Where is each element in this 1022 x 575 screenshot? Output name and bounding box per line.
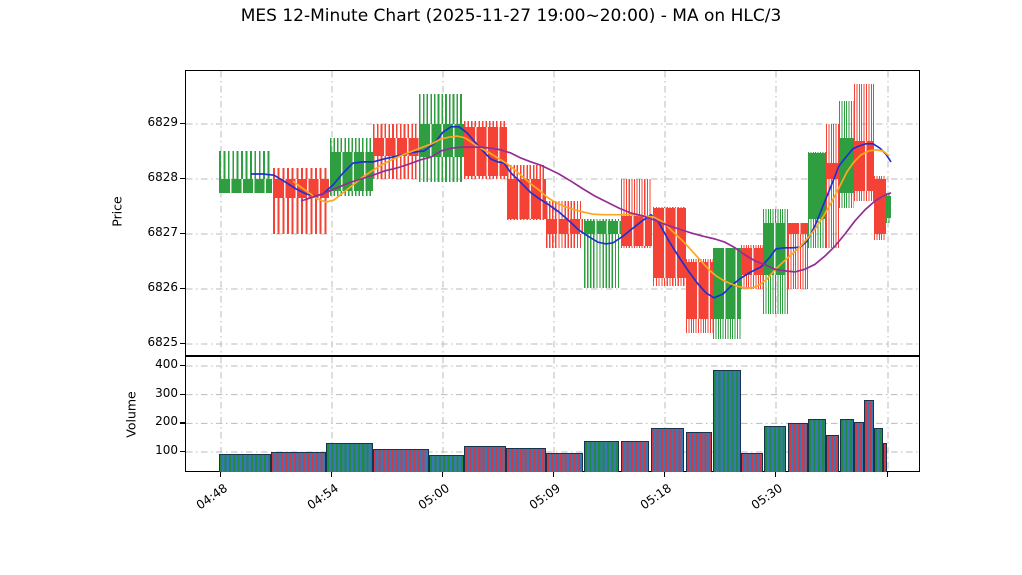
volume-bar-green <box>874 427 883 472</box>
x-tick-mark <box>664 472 666 477</box>
candle-body-up <box>713 247 741 320</box>
volume-bar-red <box>788 423 808 472</box>
x-tick-label: 04:54 <box>304 481 342 513</box>
volume-bar-red <box>686 431 712 472</box>
candle-body-down <box>546 219 583 234</box>
x-tick-mark <box>553 472 555 477</box>
volume-tick-label: 200 <box>155 414 178 429</box>
candle-body-down <box>273 179 329 199</box>
volume-bar-red <box>621 440 649 472</box>
volume-bar-green <box>429 454 464 472</box>
volume-tick-mark <box>180 364 185 367</box>
candle-body-down <box>686 261 713 320</box>
volume-tick-mark <box>180 422 185 424</box>
x-tick-label: 05:18 <box>637 481 675 513</box>
x-tick-label: 05:09 <box>526 481 564 513</box>
candle-body-down <box>653 208 686 278</box>
price-tick-mark <box>180 123 185 125</box>
volume-bar-red <box>883 443 887 472</box>
volume-tick-label: 300 <box>155 385 178 400</box>
candle-body-up <box>839 137 854 193</box>
volume-tick-mark <box>180 393 185 395</box>
x-tick-label: 05:00 <box>415 481 453 513</box>
price-tick-mark <box>180 178 185 180</box>
candle-body-down <box>464 126 507 177</box>
price-axis-label: Price <box>109 196 125 227</box>
volume-bar-red <box>651 427 684 472</box>
volume-bar-green <box>219 454 271 472</box>
candle-body-down <box>826 162 839 179</box>
volume-bar-red <box>464 446 506 472</box>
price-tick-label: 6828 <box>147 170 178 184</box>
volume-bar-red <box>506 448 546 472</box>
volume-bar-green <box>326 443 373 472</box>
candle-body-up <box>419 124 464 157</box>
volume-bar-red <box>546 453 583 472</box>
candle-body-up <box>808 153 826 220</box>
volume-bar-red <box>373 449 429 472</box>
volume-bar-red <box>741 453 763 472</box>
candle-body-up <box>330 151 373 192</box>
x-tick-label: 04:48 <box>193 481 231 513</box>
price-tick-label: 6829 <box>147 115 178 129</box>
volume-bar-red <box>826 434 839 472</box>
volume-bar-green <box>713 370 741 472</box>
candle-body-down <box>373 137 419 156</box>
candle-range-down <box>273 168 329 234</box>
chart-title: MES 12-Minute Chart (2025-11-27 19:00~20… <box>240 6 782 26</box>
candle-body-up <box>886 195 891 218</box>
candle-body-down <box>854 141 874 192</box>
x-tick-mark <box>331 472 333 477</box>
price-tick-mark <box>180 343 185 345</box>
volume-tick-label: 400 <box>155 356 178 371</box>
price-tick-mark <box>180 288 185 290</box>
price-tick-label: 6827 <box>147 225 178 239</box>
x-tick-label: 05:30 <box>748 481 786 513</box>
candle-range-down <box>826 124 839 248</box>
candle-body-up <box>763 223 788 276</box>
volume-bar-red <box>271 452 326 472</box>
candle-body-up <box>584 220 621 234</box>
volume-bar-red <box>864 400 874 472</box>
volume-bar-green <box>840 419 854 472</box>
x-tick-mark <box>775 472 777 477</box>
x-tick-mark <box>220 472 222 477</box>
price-tick-mark <box>180 233 185 235</box>
price-tick-label: 6826 <box>147 280 178 294</box>
volume-bar-green <box>584 440 619 472</box>
volume-bar-green <box>764 426 786 472</box>
candle-body-down <box>741 247 763 276</box>
candle-body-down <box>788 223 808 234</box>
volume-bar-green <box>808 419 826 472</box>
volume-tick-label: 100 <box>155 443 178 457</box>
price-panel <box>185 70 921 357</box>
volume-panel <box>185 356 921 473</box>
price-tick-label: 6825 <box>147 335 178 349</box>
x-tick-mark <box>442 472 444 477</box>
candle-body-down <box>507 179 546 220</box>
volume-bar-red <box>854 421 864 472</box>
candle-body-down <box>621 215 652 247</box>
x-tick-mark <box>887 472 889 477</box>
candle-body-up <box>219 179 272 193</box>
volume-tick-mark <box>180 451 185 453</box>
candle-body-down <box>874 179 886 234</box>
